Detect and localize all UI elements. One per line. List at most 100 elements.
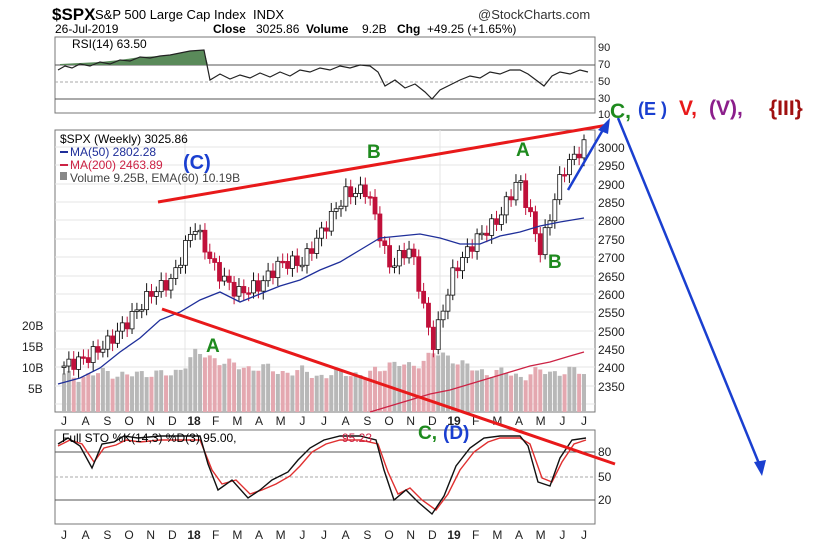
volume-bar bbox=[494, 369, 499, 412]
legend-ma50: MA(50) 2802.28 bbox=[70, 145, 156, 159]
month-tick: J bbox=[299, 528, 305, 542]
month-tick: J bbox=[299, 414, 305, 428]
volume-bar bbox=[426, 352, 431, 412]
candle-body bbox=[149, 291, 154, 297]
candle-body bbox=[319, 227, 324, 239]
month-tick: M bbox=[232, 414, 242, 428]
rsi-overbought-fill bbox=[60, 50, 208, 65]
candle-body bbox=[498, 214, 504, 225]
label-c-paren: (C) bbox=[183, 152, 211, 174]
sto-panel: Full STO %K(14,3) %D(3) 95.00, 95.23 80 … bbox=[54, 429, 612, 525]
month-tick: N bbox=[146, 414, 155, 428]
volume-tick: 20B bbox=[22, 319, 43, 333]
month-tick: D bbox=[168, 414, 177, 428]
volume-bar bbox=[275, 373, 280, 412]
volume-bar bbox=[392, 361, 397, 412]
rsi-tick-30: 30 bbox=[598, 93, 610, 105]
volume-bar bbox=[523, 380, 528, 412]
month-tick: J bbox=[559, 528, 565, 542]
candle-body bbox=[557, 174, 563, 201]
label-a-2: A bbox=[516, 140, 530, 161]
volume-bar bbox=[217, 365, 222, 412]
volume-bar bbox=[222, 363, 227, 412]
label-b-2: B bbox=[548, 252, 562, 273]
volume-bar bbox=[81, 376, 86, 412]
price-tick: 2950 bbox=[598, 159, 625, 173]
candle-body bbox=[479, 232, 485, 236]
candle-body bbox=[270, 270, 276, 279]
month-tick: M bbox=[232, 528, 242, 542]
candle-body bbox=[324, 227, 329, 232]
volume-bar bbox=[285, 372, 290, 412]
volume-bar bbox=[572, 367, 577, 412]
volume-bar bbox=[168, 375, 173, 412]
up-arrow-line bbox=[566, 127, 606, 191]
volume-bar bbox=[450, 363, 455, 412]
month-tick: F bbox=[212, 528, 219, 542]
candle-body bbox=[275, 260, 281, 279]
candle-body bbox=[484, 232, 490, 236]
volume-tick: 15B bbox=[22, 340, 43, 354]
candle-body bbox=[197, 229, 203, 233]
candle-body bbox=[343, 186, 349, 207]
candle-body bbox=[221, 275, 227, 282]
volume-bar bbox=[261, 364, 266, 412]
volume-bars bbox=[62, 348, 586, 412]
legend-volume: Volume 9.25B, EMA(60) 10.19B bbox=[70, 171, 240, 185]
candle-body bbox=[542, 227, 548, 256]
month-tick: A bbox=[515, 528, 523, 542]
candle-body bbox=[450, 267, 456, 296]
price-tick: 3000 bbox=[598, 141, 625, 155]
candle-body bbox=[528, 207, 533, 213]
down-arrow-head bbox=[754, 460, 766, 476]
candle-body bbox=[226, 275, 232, 283]
rsi-tick-50: 50 bbox=[598, 76, 610, 88]
candle-body bbox=[255, 280, 261, 292]
volume-bar bbox=[334, 368, 339, 412]
price-tick: 2850 bbox=[598, 196, 625, 210]
label-b-1: B bbox=[367, 142, 381, 163]
volume-bar bbox=[130, 376, 135, 412]
candle-body bbox=[304, 248, 310, 266]
candle-body bbox=[377, 213, 383, 242]
candle-body bbox=[455, 267, 461, 272]
volume-bar bbox=[368, 370, 373, 412]
candle-body bbox=[85, 357, 91, 363]
label-c-d-d: (D) bbox=[443, 423, 469, 444]
candle-body bbox=[192, 231, 198, 235]
down-arrow-line bbox=[616, 117, 762, 467]
month-tick: 18 bbox=[187, 414, 201, 428]
candle-body bbox=[426, 302, 431, 328]
month-tick: A bbox=[255, 414, 263, 428]
ma50-line bbox=[57, 217, 585, 385]
candle-body bbox=[489, 218, 495, 236]
volume-bar bbox=[552, 371, 557, 412]
candle-body bbox=[406, 248, 412, 259]
candle-body bbox=[469, 246, 475, 252]
volume-bar bbox=[202, 357, 207, 412]
candle-body bbox=[144, 291, 150, 311]
volume-bar bbox=[339, 369, 344, 412]
volume-bar bbox=[232, 362, 237, 412]
month-tick: M bbox=[536, 528, 546, 542]
candle-body bbox=[115, 330, 120, 344]
month-axis-sto: J A S O N D 18 F M A M J J A S O N D 19 F M A M J J bbox=[61, 528, 587, 542]
upper-trendline bbox=[157, 123, 609, 204]
candle-body bbox=[460, 257, 465, 272]
month-tick: A bbox=[255, 528, 263, 542]
volume-bar bbox=[86, 373, 91, 412]
month-tick: O bbox=[124, 414, 133, 428]
month-tick: J bbox=[559, 414, 565, 428]
month-tick: A bbox=[515, 414, 523, 428]
month-tick: D bbox=[428, 528, 437, 542]
candle-body bbox=[474, 233, 480, 252]
month-tick: M bbox=[492, 414, 502, 428]
price-tick: 2700 bbox=[598, 251, 625, 265]
candle-body bbox=[387, 245, 393, 268]
candle-body bbox=[231, 281, 237, 297]
candle-body bbox=[95, 346, 101, 353]
volume-bar bbox=[499, 367, 504, 412]
volume-bar bbox=[562, 374, 567, 412]
volume-axis: 20B 15B 10B 5B bbox=[22, 319, 43, 396]
candle-body bbox=[241, 286, 247, 294]
